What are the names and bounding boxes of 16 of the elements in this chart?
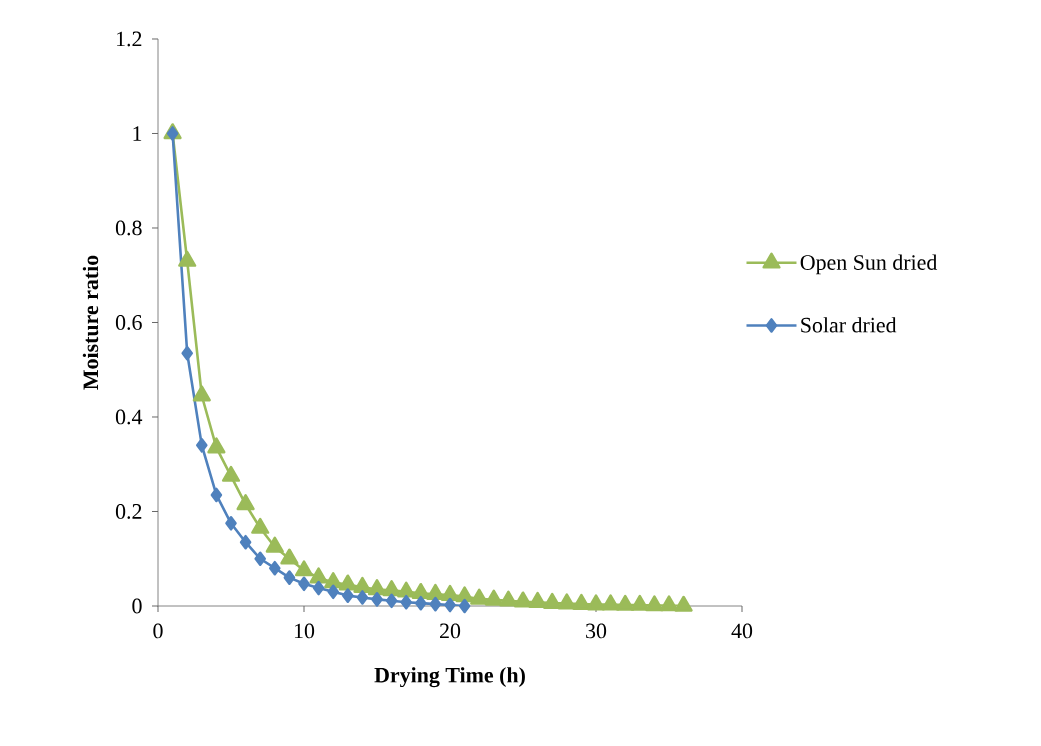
x-tick-label: 0	[153, 623, 163, 639]
x-tick-label: 40	[731, 623, 753, 639]
x-tick-label: 20	[440, 623, 461, 639]
legend-label: Solar dried	[801, 317, 897, 333]
x-axis-title: Drying Time (h)	[374, 667, 525, 688]
y-tick-label: 0.8	[115, 220, 142, 236]
y-tick-label: 0.2	[115, 504, 142, 519]
y-axis-title: Moisture ratio	[82, 255, 99, 390]
y-tick-label: 0	[132, 598, 142, 614]
x-tick-label: 30	[586, 623, 607, 639]
y-tick-label: 1.2	[117, 31, 142, 47]
y-tick-label: 0.6	[115, 315, 142, 330]
legend-label: Open Sun dried	[800, 254, 938, 275]
y-tick-label: 1	[133, 126, 142, 141]
y-tick-label: 0.4	[115, 409, 143, 425]
x-tick-label: 10	[294, 623, 315, 639]
